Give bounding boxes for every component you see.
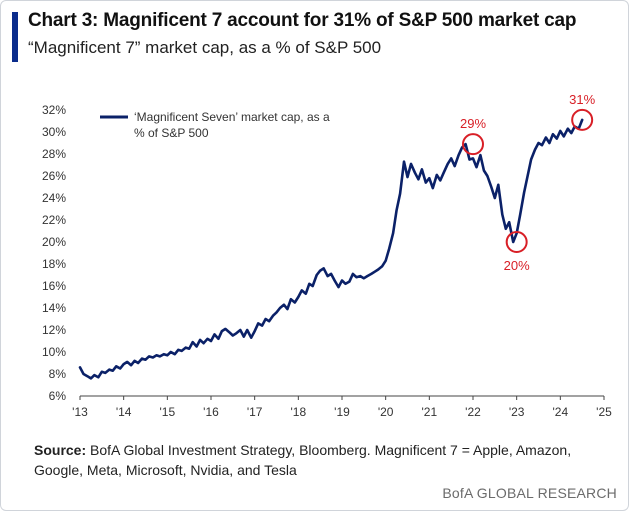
x-tick-label: '21 xyxy=(422,405,438,419)
y-tick-label: 20% xyxy=(42,235,66,249)
y-tick-label: 6% xyxy=(49,389,67,403)
annotation-label: 20% xyxy=(504,258,530,273)
x-tick-label: '18 xyxy=(291,405,307,419)
brand-logo-text: BofA GLOBAL RESEARCH xyxy=(442,485,617,501)
highlight-circle xyxy=(505,231,528,253)
y-tick-label: 32% xyxy=(42,103,66,117)
x-tick-label: '14 xyxy=(116,405,132,419)
chart-subtitle: “Magnificent 7” market cap, as a % of S&… xyxy=(28,38,382,57)
x-tick-label: '24 xyxy=(553,405,569,419)
y-tick-label: 12% xyxy=(42,323,66,337)
x-tick-label: '17 xyxy=(247,405,263,419)
series-line-magnificent-seven xyxy=(78,118,584,380)
y-tick-label: 24% xyxy=(42,191,66,205)
y-tick-label: 16% xyxy=(42,279,66,293)
x-tick-label: '25 xyxy=(596,405,612,419)
title-accent-bar xyxy=(12,12,18,62)
y-tick-label: 10% xyxy=(42,345,66,359)
legend-label: ‘Magnificent Seven’ market cap, as a% of… xyxy=(134,110,330,140)
y-tick-label: 8% xyxy=(49,367,67,381)
y-tick-label: 28% xyxy=(42,147,66,161)
source-text: BofA Global Investment Strategy, Bloombe… xyxy=(34,442,572,478)
x-tick-label: '22 xyxy=(465,405,481,419)
x-tick-label: '15 xyxy=(160,405,176,419)
x-tick-label: '13 xyxy=(72,405,88,419)
highlight-circle xyxy=(462,133,484,156)
y-tick-label: 18% xyxy=(42,257,66,271)
highlight-circle xyxy=(571,108,594,131)
annotation-label: 31% xyxy=(569,92,595,107)
x-tick-label: '23 xyxy=(509,405,525,419)
chart-title: Chart 3: Magnificent 7 account for 31% o… xyxy=(28,10,577,31)
y-tick-label: 26% xyxy=(42,169,66,183)
y-tick-label: 14% xyxy=(42,301,66,315)
source-label: Source: xyxy=(34,442,87,458)
x-tick-label: '19 xyxy=(334,405,350,419)
source-note: Source: BofA Global Investment Strategy,… xyxy=(34,440,614,480)
annotation-label: 29% xyxy=(460,116,486,131)
y-tick-label: 30% xyxy=(42,125,66,139)
x-tick-label: '16 xyxy=(203,405,219,419)
x-tick-label: '20 xyxy=(378,405,394,419)
y-tick-label: 22% xyxy=(42,213,66,227)
